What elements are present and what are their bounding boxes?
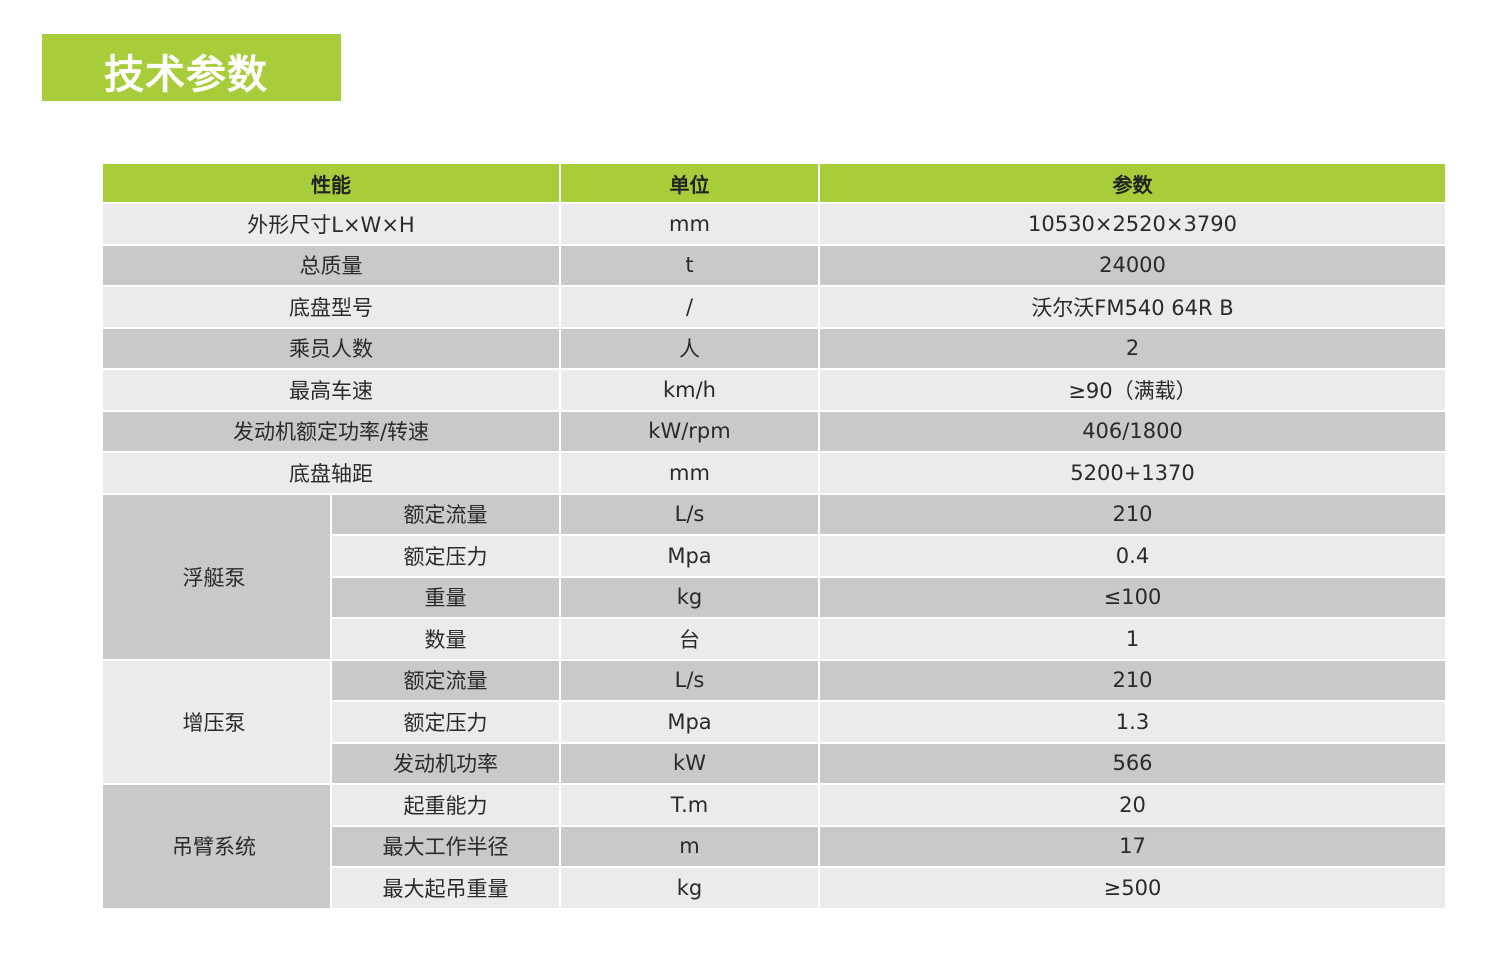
- row-value: ≥500: [820, 868, 1445, 908]
- row-value: 1: [820, 619, 1445, 659]
- row-label: 乘员人数: [103, 328, 559, 368]
- row-value: 20: [820, 785, 1445, 825]
- row-unit: L/s: [561, 660, 818, 700]
- row-unit: L/s: [561, 494, 818, 534]
- spec-table: 性能 单位 参数 外形尺寸L×W×H mm 10530×2520×3790 总质量 t 2400…: [103, 164, 1445, 908]
- row-label: 外形尺寸L×W×H: [103, 204, 559, 244]
- row-label: 发动机额定功率/转速: [103, 411, 559, 451]
- group-label: 增压泵: [103, 660, 330, 783]
- row-unit: mm: [561, 453, 818, 493]
- row-label: 最大起吊重量: [332, 868, 559, 908]
- row-label: 额定压力: [332, 536, 559, 576]
- row-label: 额定流量: [332, 660, 559, 700]
- row-label: 数量: [332, 619, 559, 659]
- row-unit: 台: [561, 619, 818, 659]
- row-value: 566: [820, 743, 1445, 783]
- row-unit: Mpa: [561, 536, 818, 576]
- row-value: 24000: [820, 245, 1445, 285]
- row-value: 406/1800: [820, 411, 1445, 451]
- row-unit: kW/rpm: [561, 411, 818, 451]
- group-label: 吊臂系统: [103, 785, 330, 908]
- row-label: 最大工作半径: [332, 826, 559, 866]
- row-label: 底盘轴距: [103, 453, 559, 493]
- header-parameter: 参数: [820, 164, 1445, 202]
- row-value: ≤100: [820, 577, 1445, 617]
- row-value: 沃尔沃FM540 64R B: [820, 287, 1445, 327]
- row-label: 重量: [332, 577, 559, 617]
- row-unit: m: [561, 826, 818, 866]
- row-label: 额定压力: [332, 702, 559, 742]
- row-label: 发动机功率: [332, 743, 559, 783]
- header-performance: 性能: [103, 164, 559, 202]
- row-value: 1.3: [820, 702, 1445, 742]
- section-title-banner: 技术参数: [42, 34, 341, 101]
- row-unit: 人: [561, 328, 818, 368]
- row-unit: kg: [561, 577, 818, 617]
- row-value: 210: [820, 660, 1445, 700]
- row-value: 2: [820, 328, 1445, 368]
- row-unit: /: [561, 287, 818, 327]
- row-value: 17: [820, 826, 1445, 866]
- row-label: 起重能力: [332, 785, 559, 825]
- section-title: 技术参数: [104, 52, 268, 98]
- row-label: 最高车速: [103, 370, 559, 410]
- row-unit: km/h: [561, 370, 818, 410]
- row-unit: kg: [561, 868, 818, 908]
- row-label: 额定流量: [332, 494, 559, 534]
- row-value: 210: [820, 494, 1445, 534]
- group-label: 浮艇泵: [103, 494, 330, 659]
- row-label: 总质量: [103, 245, 559, 285]
- row-value: 0.4: [820, 536, 1445, 576]
- row-value: 10530×2520×3790: [820, 204, 1445, 244]
- row-value: ≥90（满载）: [820, 370, 1445, 410]
- row-value: 5200+1370: [820, 453, 1445, 493]
- row-unit: mm: [561, 204, 818, 244]
- row-unit: kW: [561, 743, 818, 783]
- row-label: 底盘型号: [103, 287, 559, 327]
- row-unit: t: [561, 245, 818, 285]
- header-unit: 单位: [561, 164, 818, 202]
- row-unit: T.m: [561, 785, 818, 825]
- row-unit: Mpa: [561, 702, 818, 742]
